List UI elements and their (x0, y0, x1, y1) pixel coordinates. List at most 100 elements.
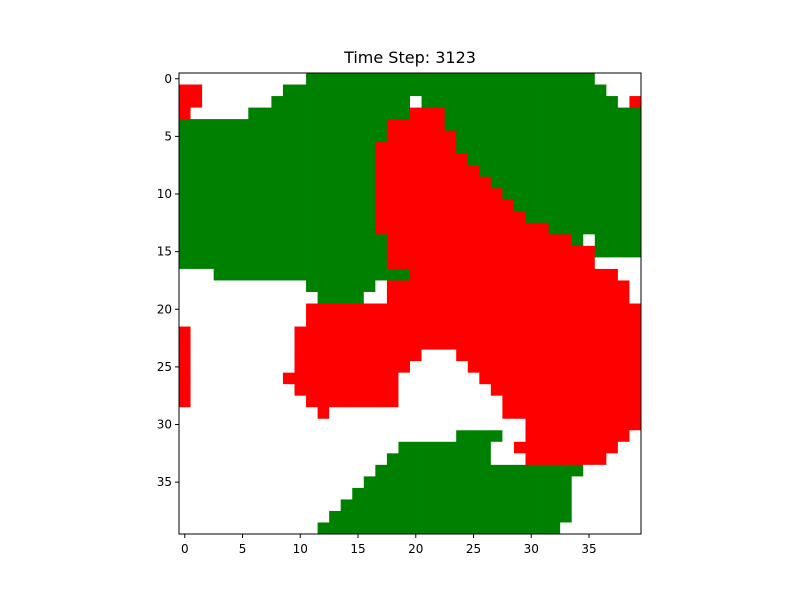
heatmap-cell (410, 430, 422, 443)
heatmap-cell (433, 464, 446, 477)
heatmap-cell (606, 257, 619, 270)
heatmap-cell (386, 510, 399, 523)
heatmap-cell (329, 257, 342, 270)
heatmap-cell (583, 326, 596, 339)
heatmap-cell (513, 315, 526, 327)
heatmap-cell (490, 407, 503, 420)
heatmap-cell (340, 499, 353, 512)
heatmap-cell (340, 407, 353, 420)
heatmap-cell (617, 326, 630, 339)
heatmap-cell (271, 222, 284, 235)
heatmap-cell (317, 384, 330, 397)
heatmap-cell (340, 188, 353, 201)
heatmap-cell (606, 430, 619, 443)
heatmap-cell (282, 280, 295, 293)
heatmap-cell (190, 384, 203, 397)
heatmap-cell (548, 476, 561, 489)
heatmap-cell (444, 418, 457, 431)
heatmap-cell (386, 372, 399, 385)
heatmap-cell (259, 453, 272, 466)
heatmap-cell (190, 268, 203, 281)
heatmap-cell (386, 96, 399, 108)
heatmap-cell (571, 441, 584, 454)
heatmap-cell (490, 130, 503, 143)
heatmap-cell (259, 96, 272, 108)
heatmap-cell (629, 395, 642, 408)
heatmap-cell (502, 234, 515, 247)
heatmap-cell (421, 418, 434, 431)
heatmap-cell (410, 338, 422, 350)
heatmap-cell (363, 211, 376, 224)
heatmap-cell (502, 119, 515, 132)
heatmap-cell (617, 441, 630, 454)
heatmap-cell (421, 407, 434, 420)
heatmap-cell (259, 257, 272, 270)
heatmap-cell (248, 303, 261, 316)
heatmap-cell (317, 153, 330, 166)
heatmap-cell (375, 199, 388, 212)
heatmap-cell (190, 315, 203, 327)
heatmap-cell (513, 338, 526, 350)
heatmap-cell (259, 165, 272, 178)
heatmap-cell (248, 257, 261, 270)
heatmap-cell (479, 176, 492, 189)
heatmap-cell (190, 257, 203, 270)
heatmap-cell (236, 188, 249, 201)
heatmap-cell (352, 84, 365, 97)
heatmap-cell (502, 153, 515, 166)
heatmap-cell (629, 315, 642, 327)
heatmap-cell (479, 384, 492, 397)
heatmap-cell (583, 107, 596, 120)
heatmap-cell (467, 234, 480, 247)
heatmap-cell (617, 153, 630, 166)
heatmap-cell (490, 234, 503, 247)
heatmap-cell (617, 464, 630, 477)
heatmap-cell (329, 407, 342, 420)
heatmap-cell (190, 211, 203, 224)
heatmap-cell (479, 211, 492, 224)
heatmap-cell (329, 510, 342, 523)
heatmap-cell (306, 211, 318, 224)
heatmap-cell (386, 326, 399, 339)
heatmap-cell (410, 315, 422, 327)
heatmap-cell (179, 361, 191, 374)
heatmap-cell (560, 510, 573, 523)
heatmap-cell (375, 153, 388, 166)
heatmap-cell (444, 153, 457, 166)
heatmap-cell (548, 430, 561, 443)
heatmap-cell (513, 84, 526, 97)
heatmap-cell (479, 407, 492, 420)
heatmap-cell (306, 476, 318, 489)
heatmap-cell (202, 441, 215, 454)
heatmap-cell (456, 199, 469, 212)
heatmap-cell (513, 464, 526, 477)
heatmap-cell (410, 84, 422, 97)
heatmap-cell (537, 280, 549, 293)
heatmap-cell (537, 453, 549, 466)
heatmap-cell (213, 361, 226, 374)
heatmap-cell (340, 222, 353, 235)
heatmap-cell (490, 188, 503, 201)
heatmap-cell (583, 395, 596, 408)
heatmap-cell (225, 291, 238, 304)
heatmap-cell (213, 130, 226, 143)
heatmap-cell (479, 338, 492, 350)
heatmap-cell (525, 96, 538, 108)
heatmap-cell (479, 487, 492, 500)
heatmap-cell (352, 142, 365, 155)
heatmap-cell (421, 487, 434, 500)
heatmap-cell (225, 245, 238, 258)
heatmap-cell (363, 107, 376, 120)
heatmap-cell (537, 211, 549, 224)
heatmap-cell (560, 338, 573, 350)
heatmap-cell (213, 338, 226, 350)
heatmap-cell (190, 107, 203, 120)
heatmap-cell (606, 372, 619, 385)
heatmap-cell (352, 487, 365, 500)
heatmap-cell (433, 487, 446, 500)
heatmap-cell (606, 361, 619, 374)
heatmap-cell (490, 268, 503, 281)
heatmap-cell (271, 499, 284, 512)
heatmap-cell (306, 499, 318, 512)
heatmap-cell (236, 280, 249, 293)
